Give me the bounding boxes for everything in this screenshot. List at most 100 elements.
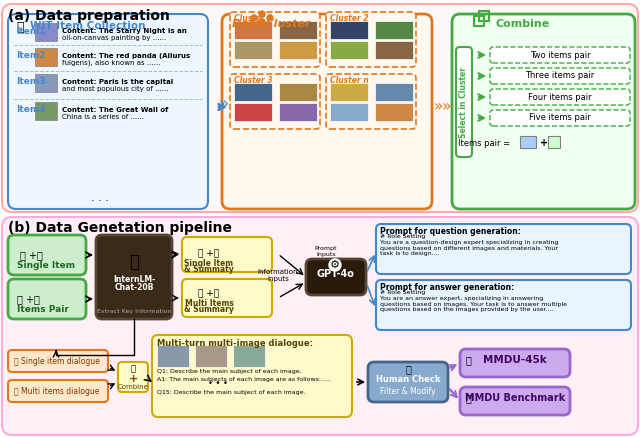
FancyBboxPatch shape [326, 74, 416, 129]
FancyBboxPatch shape [230, 74, 320, 129]
Text: · · ·: · · · [91, 196, 109, 206]
Text: • • •: • • • [208, 379, 228, 388]
Text: A1: The main subjects of each image are as follows:.....: A1: The main subjects of each image are … [157, 377, 331, 382]
Bar [35, 102, 57, 120]
Bar [548, 136, 560, 148]
Circle shape [259, 11, 265, 17]
Circle shape [329, 259, 341, 271]
Bar [279, 103, 317, 121]
Text: Three items pair: Three items pair [525, 72, 595, 80]
FancyBboxPatch shape [8, 279, 86, 319]
Text: Content: The Great Wall of: Content: The Great Wall of [62, 107, 168, 113]
Text: Items Pair: Items Pair [17, 305, 69, 313]
Bar [234, 41, 272, 59]
Text: 🗃: 🗃 [466, 355, 472, 365]
Text: Filter & Modify: Filter & Modify [380, 386, 436, 395]
Bar [479, 11, 489, 21]
FancyBboxPatch shape [376, 224, 631, 274]
Text: Q15: Describe the main subject of each image.: Q15: Describe the main subject of each i… [157, 390, 305, 395]
Bar [234, 103, 272, 121]
Bar [330, 41, 368, 59]
Text: Item3: Item3 [16, 77, 45, 87]
Circle shape [267, 15, 273, 21]
Text: »: » [218, 95, 228, 113]
Text: Cluster 1: Cluster 1 [234, 14, 273, 23]
Text: Cluster 2: Cluster 2 [330, 14, 369, 23]
Text: Item1: Item1 [16, 27, 45, 35]
Text: Item2: Item2 [16, 52, 45, 60]
Text: Four items pair: Four items pair [528, 93, 592, 101]
FancyBboxPatch shape [490, 110, 630, 126]
Bar [35, 23, 57, 41]
Text: & Summary: & Summary [184, 305, 234, 315]
Text: Content: The Starry Night is an: Content: The Starry Night is an [62, 28, 187, 34]
FancyBboxPatch shape [118, 362, 148, 392]
Text: WIT Item Collection: WIT Item Collection [30, 21, 145, 31]
Bar [279, 83, 317, 101]
FancyBboxPatch shape [326, 12, 416, 67]
Bar [330, 21, 368, 39]
Text: Content: Paris is the capital: Content: Paris is the capital [62, 79, 173, 85]
Bar [195, 345, 227, 367]
FancyBboxPatch shape [460, 387, 570, 415]
FancyBboxPatch shape [222, 14, 432, 209]
Text: 🖼 +📄: 🖼 +📄 [198, 289, 220, 298]
Text: Cluster n: Cluster n [330, 76, 369, 85]
Bar [520, 136, 536, 148]
Text: fulgens), also known as ......: fulgens), also known as ...... [62, 60, 161, 66]
Text: Multi-turn multi-image dialogue:: Multi-turn multi-image dialogue: [157, 339, 313, 348]
Circle shape [251, 15, 257, 21]
Text: (a) Data preparation: (a) Data preparation [8, 9, 170, 23]
Text: & Summaty: & Summaty [184, 264, 234, 274]
Text: Information
Inputs: Information Inputs [258, 268, 298, 281]
FancyBboxPatch shape [8, 235, 86, 275]
Bar [474, 16, 484, 26]
FancyBboxPatch shape [230, 12, 320, 67]
FancyBboxPatch shape [152, 335, 352, 417]
Text: Content: The red panda (Ailurus: Content: The red panda (Ailurus [62, 53, 190, 59]
Text: +: + [129, 374, 138, 384]
Text: 📖: 📖 [16, 21, 24, 34]
Text: GPT-4o: GPT-4o [316, 269, 354, 279]
Text: +: + [540, 138, 548, 148]
Text: Select in Cluster: Select in Cluster [460, 66, 468, 138]
FancyBboxPatch shape [368, 362, 448, 402]
Text: 🖼: 🖼 [131, 364, 136, 374]
Text: Combine: Combine [118, 384, 148, 390]
Text: Extract Key Information: Extract Key Information [97, 309, 172, 313]
Text: Single Item: Single Item [17, 260, 75, 270]
Text: Two items pair: Two items pair [530, 51, 590, 59]
FancyBboxPatch shape [490, 89, 630, 105]
FancyBboxPatch shape [456, 47, 472, 157]
Text: InternLM-: InternLM- [113, 274, 155, 284]
Text: Prompt
Inputs: Prompt Inputs [315, 246, 337, 257]
Bar [279, 41, 317, 59]
Text: (b) Data Genetation pipeline: (b) Data Genetation pipeline [8, 221, 232, 235]
Text: Multi Items: Multi Items [184, 299, 234, 309]
FancyBboxPatch shape [2, 217, 638, 435]
Text: 💬 Multi items dialogue: 💬 Multi items dialogue [14, 386, 99, 395]
Text: 🖼 +📄: 🖼 +📄 [20, 250, 43, 260]
Text: Prompt for question generation:: Prompt for question generation: [380, 227, 521, 236]
FancyBboxPatch shape [452, 14, 635, 209]
Text: »»: »» [434, 100, 452, 114]
Circle shape [259, 19, 265, 25]
FancyBboxPatch shape [2, 4, 638, 212]
Text: ⚙: ⚙ [330, 260, 340, 270]
FancyBboxPatch shape [306, 259, 366, 295]
Text: 🖼 +📄: 🖼 +📄 [198, 250, 220, 259]
Text: Item4: Item4 [16, 105, 45, 114]
Text: Items pair =: Items pair = [458, 139, 510, 148]
Text: Five items pair: Five items pair [529, 114, 591, 122]
FancyBboxPatch shape [182, 279, 272, 317]
Bar [330, 103, 368, 121]
FancyBboxPatch shape [182, 237, 272, 272]
Bar [375, 41, 413, 59]
Bar [375, 103, 413, 121]
Bar [375, 21, 413, 39]
Text: 👤: 👤 [405, 364, 411, 374]
Text: 📊: 📊 [466, 393, 472, 403]
Text: Chat-20B: Chat-20B [115, 282, 154, 291]
Text: # Role Setting
You are an answer expert, specializing in answering
questions bas: # Role Setting You are an answer expert,… [380, 290, 567, 312]
Text: Cluster 3: Cluster 3 [234, 76, 273, 85]
